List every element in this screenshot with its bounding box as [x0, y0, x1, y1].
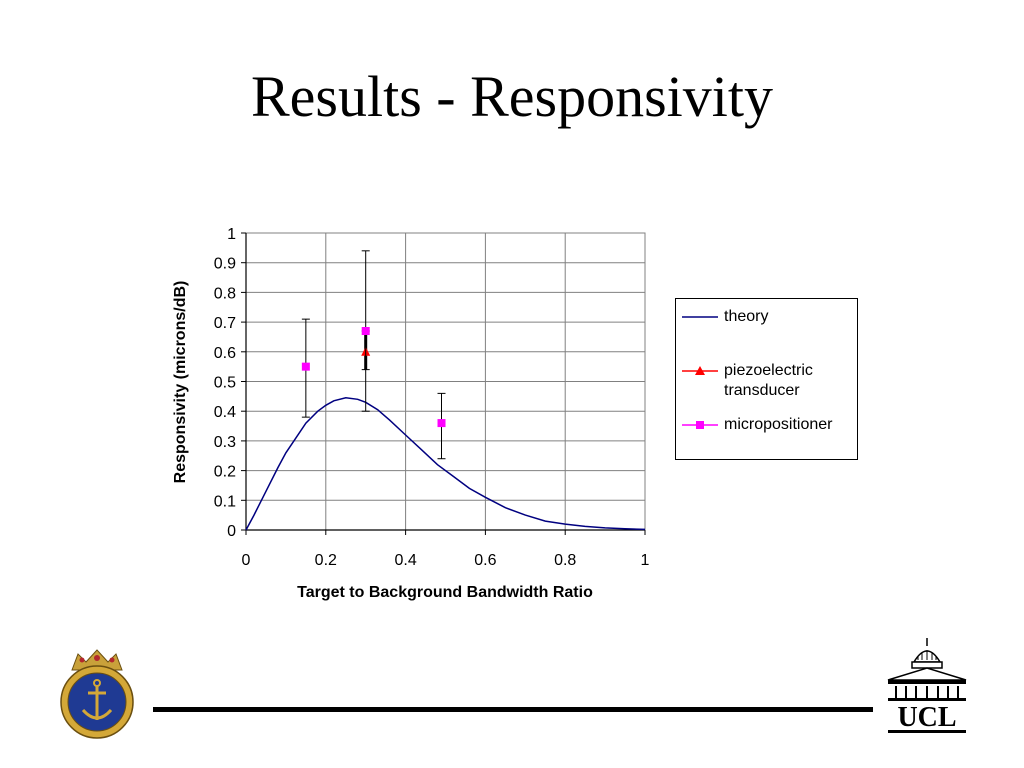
x-tick-label: 0	[242, 552, 251, 569]
ucl-logo: UCL	[887, 638, 967, 733]
legend-label-micropositioner: micropositioner	[724, 416, 833, 433]
chart-axes: 0 0.1 0.2 0.3 0.4 0.5 0.6 0.7 0.8 0.9 1 0 0.2 0.4 0.6 0…	[214, 226, 650, 569]
y-tick-label: 0.4	[214, 404, 236, 421]
point-micropositioner	[301, 362, 310, 371]
y-tick-label: 0.3	[214, 434, 236, 451]
legend-label-piezo: piezoelectric transducer	[724, 362, 813, 399]
chart-legend: theory piezoelectric transducer micropos…	[675, 298, 858, 460]
y-tick-label: 0.6	[214, 345, 236, 362]
x-tick-label: 0.4	[394, 552, 416, 569]
legend-marker-triangle-icon	[682, 366, 718, 375]
point-micropositioner	[437, 419, 446, 428]
y-tick-label: 0.8	[214, 285, 236, 302]
point-micropositioner	[361, 327, 370, 336]
x-tick-label: 1	[641, 552, 650, 569]
y-tick-label: 0.1	[214, 493, 236, 510]
x-tick-label: 0.6	[474, 552, 496, 569]
y-tick-label: 0	[227, 523, 236, 540]
slide-title: Results - Responsivity	[250, 64, 774, 129]
footer-rule	[153, 707, 873, 712]
chart-series	[245, 250, 646, 531]
x-axis-label: Target to Background Bandwidth Ratio	[297, 584, 593, 601]
y-tick-label: 0.5	[214, 375, 236, 392]
x-tick-label: 0.2	[315, 552, 337, 569]
series-line-theory	[245, 397, 646, 531]
legend-label-theory: theory	[724, 308, 769, 325]
y-axis-label: Responsivity (microns/dB)	[172, 280, 189, 484]
y-tick-label: 0.2	[214, 464, 236, 481]
y-tick-label: 0.7	[214, 315, 236, 332]
x-tick-label: 0.8	[554, 552, 576, 569]
legend-marker-square-icon	[682, 421, 718, 429]
ucl-logo-text: UCL	[897, 702, 956, 733]
y-tick-label: 0.9	[214, 256, 236, 273]
navy-crest-icon	[60, 649, 134, 739]
y-tick-label: 1	[227, 226, 236, 243]
legend-line-theory	[682, 316, 718, 318]
